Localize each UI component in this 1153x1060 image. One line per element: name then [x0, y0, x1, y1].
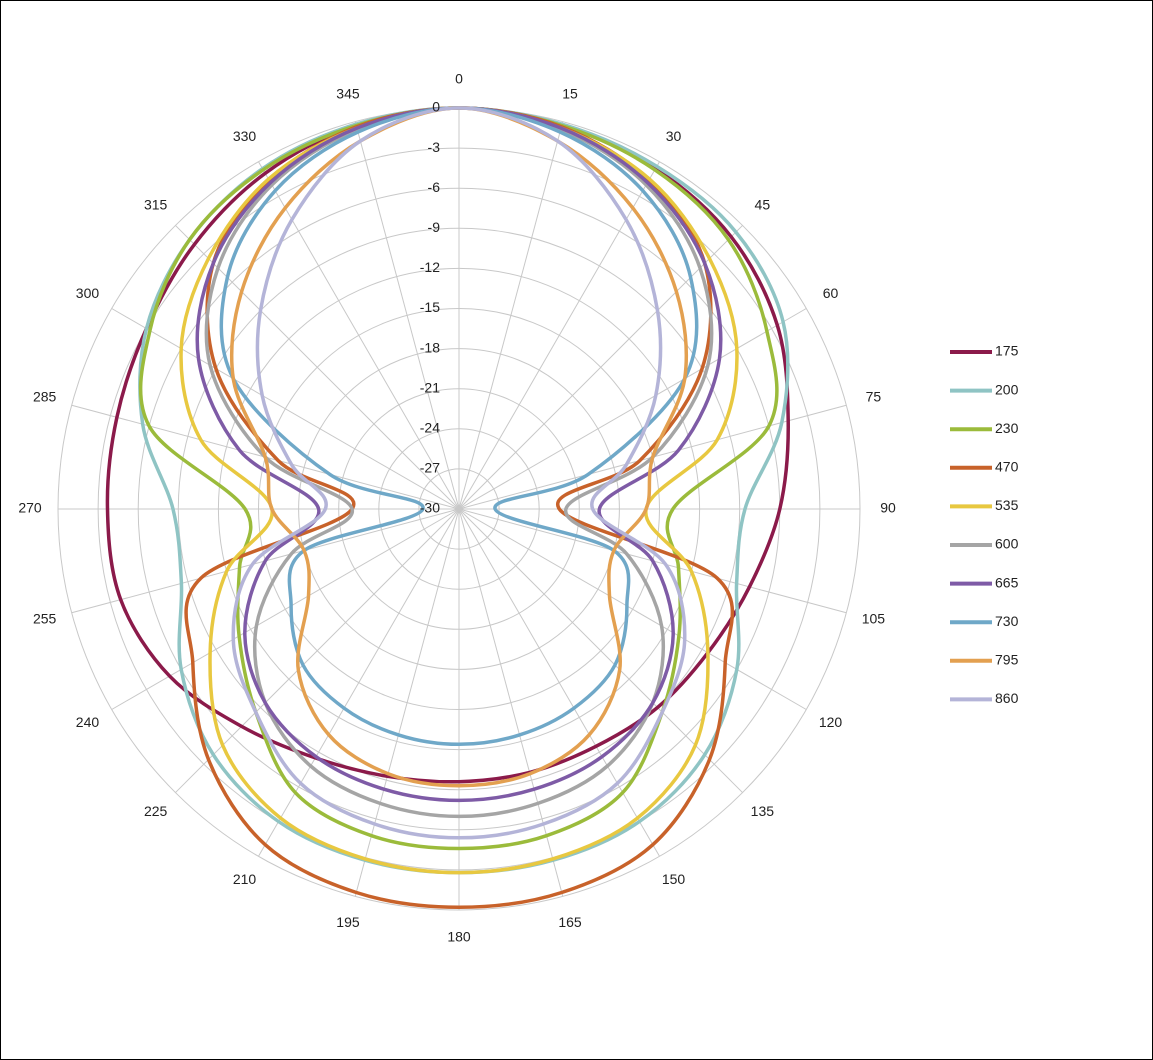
r-tick-label: -9 — [428, 219, 441, 235]
legend-label: 665 — [995, 574, 1019, 590]
series-line — [231, 106, 687, 840]
legend-label: 175 — [995, 343, 1019, 359]
grid-spoke — [175, 225, 460, 510]
angle-label: 285 — [33, 389, 57, 405]
angle-label: 300 — [76, 285, 100, 301]
angle-label: 135 — [751, 803, 775, 819]
legend-label: 230 — [995, 420, 1019, 436]
legend-label: 470 — [995, 459, 1019, 475]
angle-label: 315 — [144, 196, 168, 212]
angle-label: 195 — [336, 914, 360, 930]
angle-label: 255 — [33, 611, 57, 627]
grid-spoke — [258, 508, 460, 857]
legend-label: 200 — [995, 381, 1019, 397]
grid-spoke — [111, 308, 460, 510]
angle-label: 345 — [336, 85, 360, 101]
angle-label: 120 — [819, 714, 843, 730]
angle-label: 330 — [233, 128, 257, 144]
legend-label: 730 — [995, 613, 1019, 629]
series-line — [138, 106, 779, 851]
angle-label: 90 — [880, 500, 896, 516]
grid-spoke — [458, 121, 564, 510]
angle-label: 60 — [823, 285, 839, 301]
series-line — [219, 106, 699, 747]
r-tick-label: 0 — [432, 99, 440, 115]
series-line — [184, 106, 735, 910]
angle-label: 150 — [662, 871, 686, 887]
angle-label: 210 — [233, 871, 257, 887]
angle-label: 30 — [666, 128, 682, 144]
legend-label: 795 — [995, 652, 1019, 668]
legend-label: 860 — [995, 690, 1019, 706]
r-tick-label: -3 — [428, 139, 441, 155]
angle-label: 0 — [455, 71, 463, 87]
series-line — [195, 106, 723, 803]
grid-spoke — [458, 508, 564, 897]
r-tick-label: -30 — [420, 500, 440, 516]
angle-label: 75 — [866, 389, 882, 405]
grid-spoke — [458, 308, 807, 510]
series-line — [179, 106, 739, 875]
r-tick-label: -21 — [420, 379, 440, 395]
r-tick-label: -15 — [420, 299, 440, 315]
legend-label: 535 — [995, 497, 1019, 513]
angle-label: 15 — [562, 85, 578, 101]
angle-label: 165 — [558, 914, 582, 930]
grid-spoke — [458, 508, 807, 710]
series-line — [204, 106, 714, 819]
angle-label: 105 — [862, 611, 886, 627]
grid-spoke — [458, 508, 660, 857]
r-tick-label: -6 — [428, 179, 441, 195]
angle-label: 180 — [447, 929, 471, 945]
r-tick-label: -18 — [420, 339, 440, 355]
r-tick-label: -12 — [420, 259, 440, 275]
grid-spoke — [458, 225, 743, 510]
series-line — [229, 106, 689, 788]
grid-spoke — [354, 508, 460, 897]
grid-spoke — [354, 121, 460, 510]
angle-label: 45 — [755, 196, 771, 212]
r-tick-label: -24 — [420, 420, 440, 436]
legend-label: 600 — [995, 536, 1019, 552]
angle-label: 270 — [18, 500, 42, 516]
r-tick-label: -27 — [420, 460, 440, 476]
angle-label: 225 — [144, 803, 168, 819]
angle-label: 240 — [76, 714, 100, 730]
